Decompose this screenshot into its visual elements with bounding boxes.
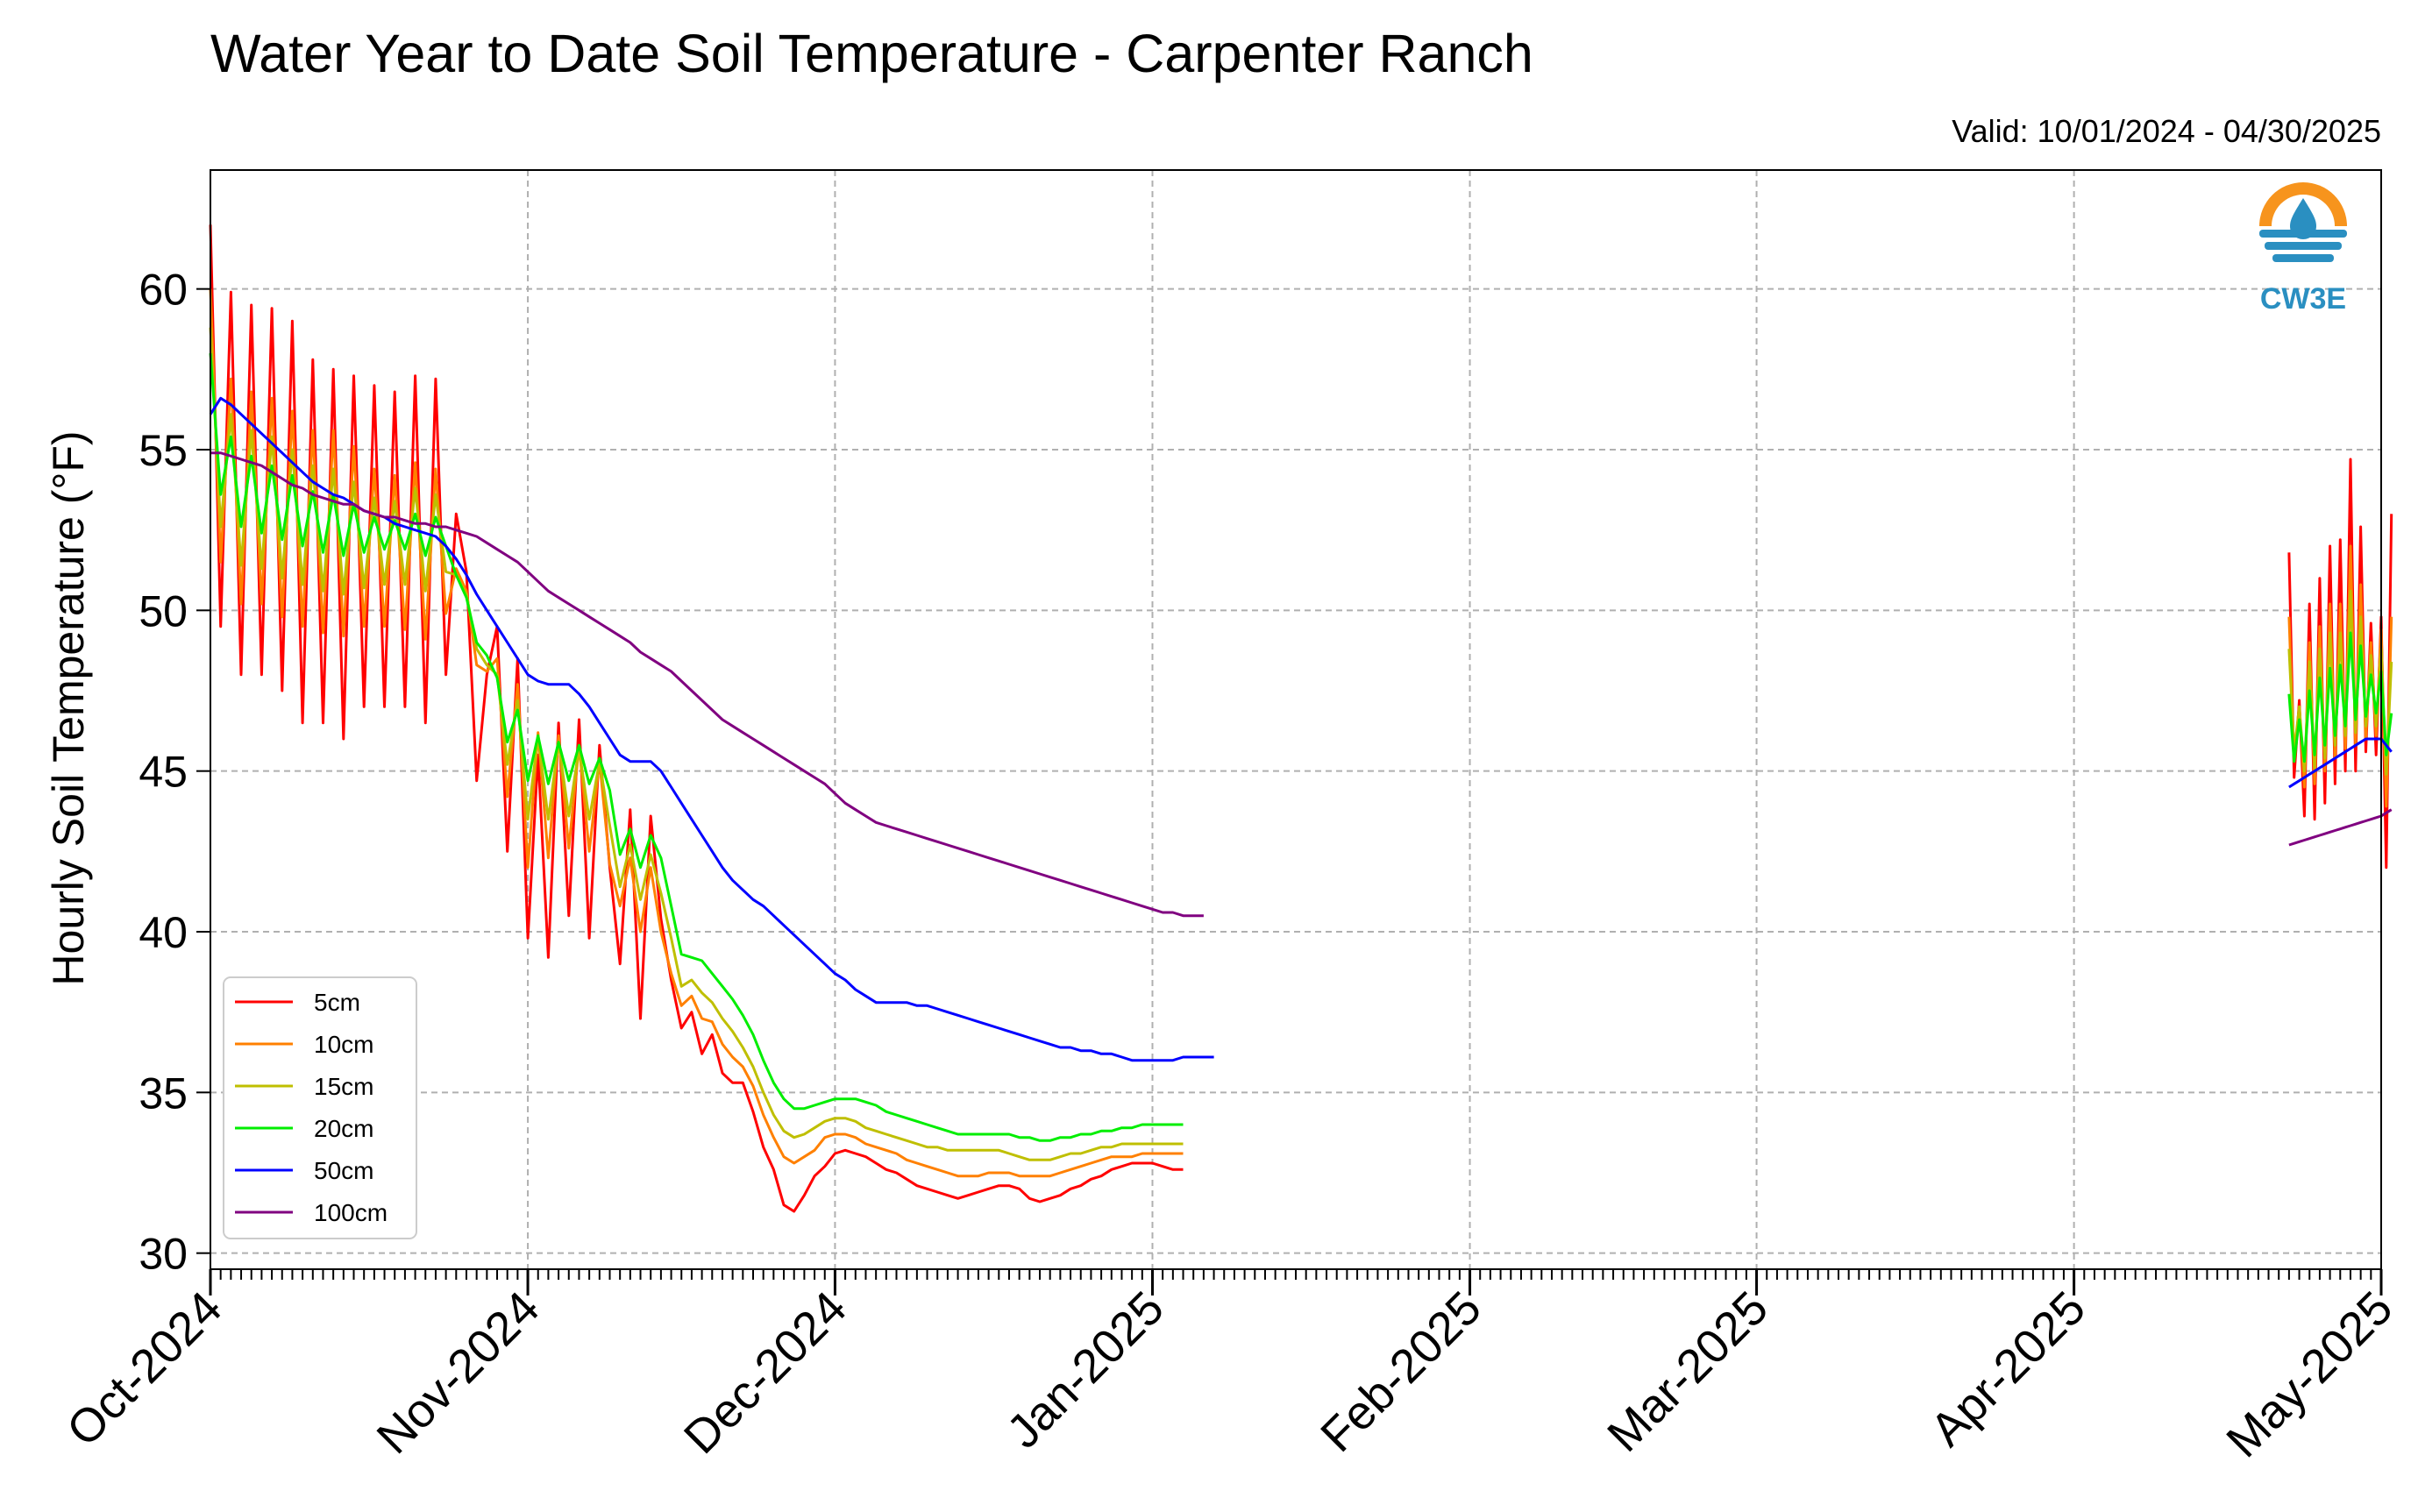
y-tick-label: 40 [139, 908, 188, 957]
y-tick-label: 30 [139, 1230, 188, 1279]
legend-label: 100cm [314, 1199, 388, 1226]
axes [196, 169, 2383, 1295]
logo-text: CW3E [2260, 282, 2346, 316]
y-tick-label: 60 [139, 266, 188, 315]
legend-label: 50cm [314, 1157, 373, 1184]
series-line-5cm [209, 224, 1184, 1213]
series-line-100cm [210, 451, 1204, 918]
y-tick-labels: 30 35 40 45 50 55 60 [139, 266, 188, 1279]
series-line-100cm [2288, 808, 2393, 847]
legend-label: 20cm [314, 1115, 373, 1142]
series-line-20cm [2287, 631, 2393, 763]
series-lines [209, 224, 2393, 1213]
logo-drop-icon [2290, 198, 2316, 239]
legend-label: 15cm [314, 1073, 373, 1100]
y-tick-label: 55 [139, 426, 188, 475]
chart-subtitle: Valid: 10/01/2024 - 04/30/2025 [1952, 113, 2381, 149]
legend-label: 5cm [314, 989, 360, 1016]
y-tick-label: 45 [139, 748, 188, 797]
y-tick-label: 50 [139, 586, 188, 635]
y-axis-label: Hourly Soil Temperature (°F) [44, 430, 93, 985]
plot-frame [210, 169, 2382, 1270]
logo-wave-icon [2265, 242, 2342, 250]
legend-label: 10cm [314, 1031, 373, 1058]
logo-wave-icon [2272, 254, 2334, 262]
chart-title: Water Year to Date Soil Temperature - Ca… [210, 24, 1533, 83]
series-line-10cm [209, 288, 1184, 1178]
series-line-20cm [209, 352, 1184, 1142]
cw3e-logo: CW3E [2256, 182, 2350, 316]
y-tick-label: 35 [139, 1068, 188, 1118]
series-line-50cm [2288, 737, 2393, 789]
legend: 5cm 10cm 15cm 20cm 50cm 100cm [223, 976, 417, 1239]
